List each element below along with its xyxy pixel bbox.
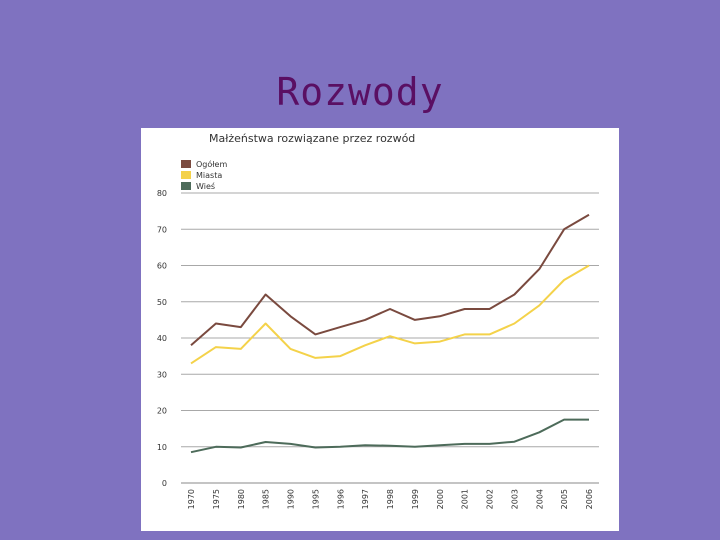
- legend-label: Miasta: [196, 171, 222, 180]
- y-tick-label: 60: [157, 262, 167, 271]
- x-tick-label: 2001: [461, 489, 470, 509]
- legend-swatch: [181, 171, 191, 179]
- x-tick-label: 1998: [386, 489, 395, 509]
- x-tick-label: 1996: [336, 489, 345, 509]
- series-line-miasta: [190, 264, 590, 365]
- y-tick-label: 20: [157, 407, 167, 416]
- line-chart: Małżeństwa rozwiązane przez rozwód 0 10 20…: [157, 132, 599, 509]
- x-tick-label: 1999: [411, 489, 420, 509]
- series-line-wieś: [190, 418, 589, 454]
- x-tick-label: 1997: [361, 489, 370, 509]
- legend-swatch: [181, 182, 191, 190]
- x-tick-label: 1985: [262, 489, 271, 509]
- slide-title: Rozwody: [276, 70, 444, 114]
- chart-card: Małżeństwa rozwiązane przez rozwód 0 10 20…: [141, 128, 619, 531]
- x-tick-label: 2003: [510, 489, 519, 509]
- y-tick-label: 30: [157, 370, 167, 379]
- y-tick-label: 80: [157, 189, 167, 198]
- x-tick-label: 1990: [287, 489, 296, 509]
- legend-swatch: [181, 160, 191, 168]
- series-line-ogółem: [190, 213, 590, 347]
- y-tick-label: 50: [157, 298, 167, 307]
- legend-label: Wieś: [196, 181, 215, 191]
- x-tick-label: 2005: [560, 489, 569, 509]
- y-axis-ticks: 0 10 20 30 40 50 60 70 80: [157, 189, 167, 488]
- x-tick-label: 2000: [436, 489, 445, 509]
- y-tick-label: 0: [162, 479, 167, 488]
- grid-lines: [181, 192, 599, 484]
- legend-label: Ogółem: [196, 159, 227, 169]
- x-tick-label: 2004: [535, 489, 544, 509]
- y-tick-label: 10: [157, 443, 167, 452]
- chart-title: Małżeństwa rozwiązane przez rozwód: [209, 132, 415, 145]
- x-tick-label: 1970: [187, 489, 196, 509]
- x-tick-label: 1980: [237, 489, 246, 509]
- y-tick-label: 70: [157, 225, 167, 234]
- series-lines: [190, 213, 590, 454]
- x-tick-label: 1995: [311, 489, 320, 509]
- x-tick-label: 2002: [486, 489, 495, 509]
- x-axis-ticks: 1970 1975 1980 1985 1990 1995 1996 1997 1998 1999…: [187, 489, 594, 509]
- x-tick-label: 2006: [585, 489, 594, 509]
- x-tick-label: 1975: [212, 489, 221, 509]
- y-tick-label: 40: [157, 334, 167, 343]
